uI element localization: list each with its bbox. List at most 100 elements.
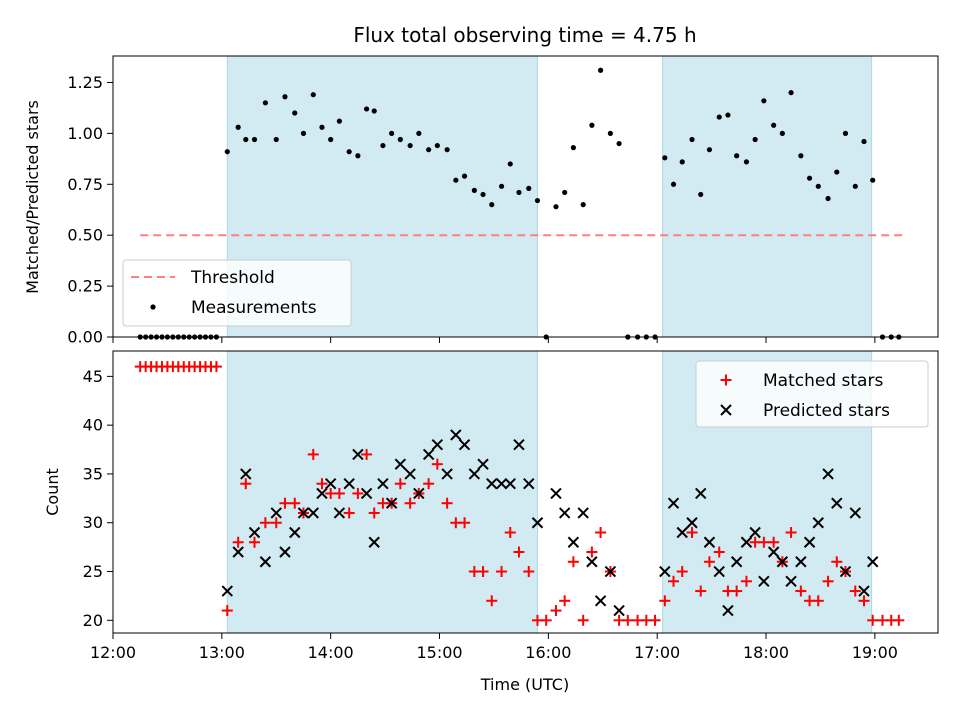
- matched-star-marker: [893, 614, 905, 626]
- bottom-x-tick-label-1: 13:00: [199, 643, 245, 662]
- matched-star-marker: [695, 585, 707, 597]
- measurement-point: [798, 153, 804, 159]
- matched-star-marker: [668, 575, 680, 587]
- predicted-star-marker: [523, 477, 535, 490]
- top-y-tick-label-1: 0.25: [67, 277, 103, 296]
- predicted-star-marker: [803, 536, 816, 548]
- bottom-legend: Matched stars Predicted stars: [695, 360, 929, 428]
- matched-star-marker: [659, 595, 671, 607]
- predicted-star-marker: [422, 448, 435, 461]
- matched-star-marker: [622, 614, 634, 626]
- measurement-point: [292, 110, 298, 116]
- matched-star-marker: [540, 614, 552, 626]
- predicted-star-marker: [343, 477, 355, 490]
- bottom-x-tick-label-0: 12:00: [90, 643, 136, 662]
- measurement-point: [346, 149, 352, 155]
- predicted-star-marker: [377, 477, 389, 490]
- measurement-point: [743, 159, 750, 165]
- predicted-star-marker: [259, 556, 272, 568]
- matched-star-marker: [740, 575, 752, 587]
- matched-star-marker: [867, 614, 879, 626]
- measurement-point: [371, 108, 377, 114]
- matched-star-marker: [812, 595, 824, 607]
- predicted-star-marker: [240, 468, 252, 480]
- matched-star-marker: [849, 585, 861, 597]
- measurement-point: [516, 189, 522, 196]
- predicted-star-marker: [297, 507, 310, 519]
- predicted-star-marker: [713, 565, 725, 578]
- measurement-point: [336, 118, 342, 124]
- measurements-legend-label: Measurements: [191, 298, 317, 318]
- measurement-point: [670, 181, 677, 187]
- matched-legend-label: Matched stars: [763, 371, 883, 391]
- bottom-y-tick-label-0: 20: [83, 611, 103, 630]
- predicted-star-marker: [352, 448, 364, 461]
- matched-star-marker: [361, 448, 373, 460]
- bottom-plot-frame: [112, 350, 939, 634]
- predicted-star-marker: [431, 438, 444, 451]
- matched-star-marker: [240, 478, 252, 490]
- predicted-star-marker: [577, 507, 589, 519]
- matched-star-marker: [676, 566, 688, 578]
- predicted-star-marker: [289, 526, 301, 539]
- measurement-point: [498, 183, 505, 189]
- threshold-legend-label: Threshold: [190, 268, 275, 288]
- matched-star-marker: [758, 536, 770, 548]
- matched-legend-swatch: [720, 374, 732, 386]
- measurement-point: [434, 142, 440, 149]
- predicted-star-marker: [550, 487, 562, 500]
- predicted-star-marker: [413, 487, 425, 500]
- matched-star-marker: [703, 556, 715, 568]
- measurement-point: [806, 175, 813, 181]
- matched-star-marker: [333, 487, 345, 499]
- predicted-star-marker: [866, 556, 879, 568]
- matched-star-marker: [567, 556, 579, 568]
- bottom-x-tick-label-3: 15:00: [416, 643, 462, 662]
- matched-star-marker: [858, 595, 870, 607]
- matched-star-marker: [404, 497, 416, 509]
- predicted-star-marker: [368, 536, 380, 548]
- matched-star-marker: [441, 497, 453, 509]
- measurement-point: [363, 106, 370, 112]
- measurement-point: [355, 153, 361, 159]
- matched-star-marker: [785, 526, 797, 538]
- matched-star-marker: [210, 361, 222, 373]
- predicted-star-marker: [686, 517, 698, 529]
- matched-star-marker: [822, 575, 834, 587]
- matched-star-marker: [394, 478, 406, 490]
- predicted-star-marker: [307, 507, 319, 519]
- bottom-y-tick-label-3: 35: [83, 464, 103, 483]
- predicted-star-marker: [221, 585, 233, 597]
- top-chart-title: Flux total observing time = 4.75 h: [353, 23, 696, 47]
- predicted-star-marker: [703, 536, 716, 548]
- measurement-point: [507, 161, 513, 167]
- measurement-point: [471, 187, 477, 193]
- measurement-point: [534, 197, 541, 204]
- bottom-x-tick-label-7: 19:00: [852, 643, 898, 662]
- measurement-point: [444, 147, 450, 153]
- measurement-point: [771, 122, 777, 128]
- predicted-star-marker: [659, 565, 671, 578]
- measurement-point: [788, 90, 794, 96]
- matched-star-marker: [731, 585, 743, 597]
- matched-star-marker: [768, 536, 780, 548]
- predicted-star-marker: [858, 585, 870, 597]
- predicted-star-marker: [232, 546, 244, 558]
- measurement-point: [580, 202, 586, 208]
- matched-star-marker: [289, 497, 301, 509]
- measurement-point: [526, 185, 532, 191]
- measurement-point: [282, 94, 288, 100]
- predicted-star-marker: [730, 556, 743, 568]
- matched-star-marker: [431, 458, 443, 470]
- predicted-star-marker: [722, 604, 734, 617]
- predicted-star-marker: [740, 536, 753, 548]
- top-y-axis: 0.00 0.25 0.50 0.75 1.00 1.25: [67, 73, 113, 347]
- matched-star-marker: [270, 517, 282, 529]
- matched-star-marker: [559, 595, 571, 607]
- predicted-star-marker: [333, 507, 346, 519]
- measurement-point: [235, 124, 241, 130]
- bottom-legend-box: [695, 360, 929, 428]
- matched-star-marker: [496, 566, 508, 578]
- measurement-point: [752, 136, 758, 143]
- measurement-point: [243, 136, 249, 143]
